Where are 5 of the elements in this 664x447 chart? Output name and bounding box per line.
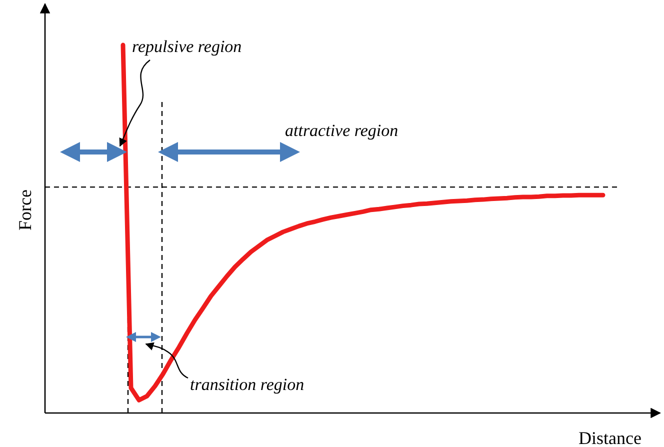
y-axis-title: Force xyxy=(15,190,35,230)
annotation: transition region xyxy=(190,375,304,394)
annotation: attractive region xyxy=(285,121,398,140)
x-axis-title: Distance xyxy=(578,428,642,447)
annotation: repulsive region xyxy=(132,37,242,56)
